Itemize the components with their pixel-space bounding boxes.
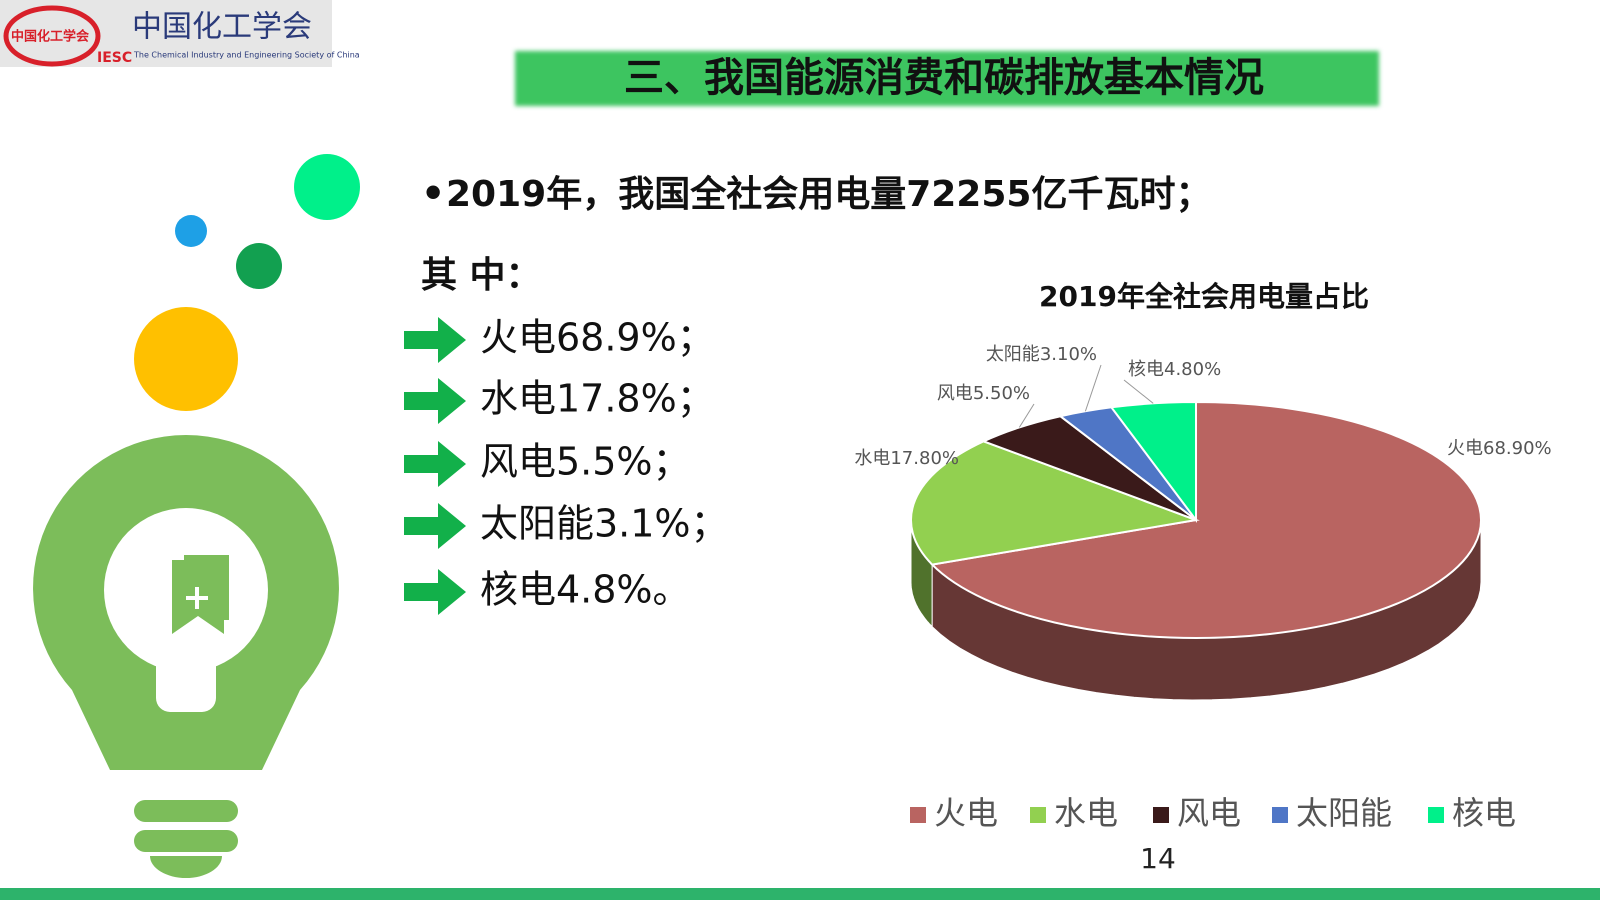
arrow-icon: [404, 569, 466, 615]
footer-bar: [0, 888, 1600, 900]
leader-line: [1018, 403, 1035, 428]
subheading: 其 中：: [421, 255, 542, 296]
list-item: 火电68.9%；: [480, 316, 715, 360]
pie-slice: [910, 440, 1200, 566]
legend-label: 核电: [1452, 794, 1516, 832]
bulb-base: [134, 830, 238, 852]
data-label-category: 火电: [1447, 438, 1483, 459]
data-label-category: 太阳能: [986, 344, 1040, 365]
data-label-value: 3.10%: [1040, 344, 1097, 365]
logo-bg: [0, 0, 332, 67]
list-item: 水电17.8%；: [480, 377, 715, 421]
dot: [134, 307, 238, 411]
legend-swatch: [910, 807, 926, 823]
data-label-value: 68.90%: [1483, 438, 1552, 459]
data-label: 风电5.50%: [937, 383, 1030, 404]
leader-line: [1084, 364, 1102, 412]
slide-title: 三、我国能源消费和碳排放基本情况: [624, 55, 1264, 101]
arrow-icon: [404, 378, 466, 424]
bullet-text: 2019年，我国全社会用电量72255亿千瓦时；: [446, 173, 1211, 215]
list-item: 风电5.5%；: [480, 440, 691, 484]
bulb-tip: [150, 856, 222, 878]
legend-swatch: [1153, 807, 1169, 823]
chart-title: 2019年全社会用电量占比: [1039, 280, 1369, 313]
page-number: 14: [1140, 842, 1176, 875]
data-label-category: 水电: [854, 448, 890, 469]
legend-swatch: [1428, 807, 1444, 823]
title-bar: [515, 51, 1379, 106]
logo: 中国化工学会 中国化工学会 IESC The Chemical Industry…: [0, 0, 360, 67]
bullet-dot: •: [421, 172, 445, 216]
data-label: 火电68.90%: [1447, 438, 1552, 459]
logo-badge: 中国化工学会: [11, 29, 90, 45]
data-label: 核电4.80%: [1128, 359, 1221, 380]
pie-slice: [1109, 400, 1197, 523]
data-label-category: 风电: [937, 383, 973, 404]
plus-icon: [186, 587, 208, 609]
legend-swatch: [1272, 807, 1288, 823]
dot: [294, 154, 360, 220]
list-item: 核电4.8%。: [480, 568, 691, 612]
legend-label: 火电: [934, 794, 998, 832]
logo-name: 中国化工学会: [132, 10, 312, 45]
dot: [175, 215, 207, 247]
data-label-value: 5.50%: [973, 383, 1030, 404]
bulb-base: [134, 800, 238, 822]
data-label-value: 17.80%: [890, 448, 959, 469]
data-label: 水电17.80%: [854, 448, 959, 469]
legend-label: 太阳能: [1296, 794, 1392, 832]
legend-label: 水电: [1054, 794, 1118, 832]
data-label-category: 核电: [1128, 359, 1164, 380]
leader-line: [1123, 379, 1154, 404]
list-item: 太阳能3.1%；: [480, 502, 729, 546]
logo-english: The Chemical Industry and Engineering So…: [133, 51, 360, 60]
arrow-icon: [404, 503, 466, 549]
logo-ring: [3, 5, 101, 67]
legend-swatch: [1030, 807, 1046, 823]
bulb-neck: [156, 640, 216, 712]
arrow-icon: [404, 441, 466, 487]
bookmark-icon: [184, 555, 229, 620]
pie-slice: [930, 400, 1482, 639]
dot: [236, 243, 282, 289]
logo-abbr: IESC: [97, 50, 132, 66]
data-label: 太阳能3.10%: [986, 344, 1097, 365]
legend-label: 风电: [1177, 794, 1241, 832]
arrow-icon: [404, 317, 466, 363]
data-label-value: 4.80%: [1164, 359, 1221, 380]
bulb-decoration: [33, 154, 360, 878]
